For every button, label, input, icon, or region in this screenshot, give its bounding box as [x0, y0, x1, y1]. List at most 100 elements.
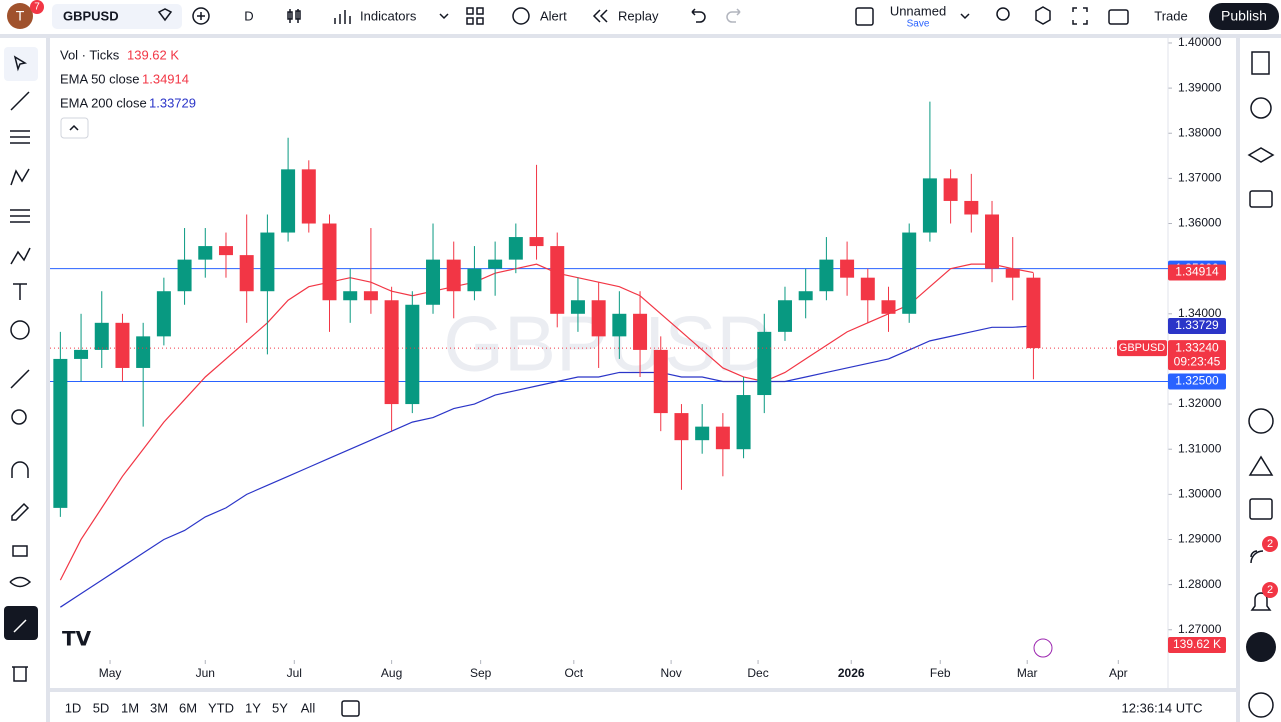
dropdown[interactable] — [439, 13, 449, 20]
replay-button[interactable]: Replay — [618, 8, 659, 23]
x-tick-label: Apr — [1109, 666, 1128, 680]
brush-tool[interactable] — [10, 247, 31, 265]
fullscreen-button[interactable] — [1072, 7, 1088, 25]
y-tick-label: 1.37000 — [1178, 171, 1222, 185]
alerts-button[interactable] — [1250, 97, 1272, 119]
collapse-legend[interactable] — [60, 117, 89, 139]
avatar[interactable] — [7, 3, 33, 29]
zoom-tool[interactable] — [11, 409, 27, 425]
range-button[interactable]: 3M — [150, 700, 168, 715]
right-sidebar — [1240, 38, 1281, 722]
y-tick-label: 1.29000 — [1178, 532, 1222, 546]
range-button[interactable]: 6M — [179, 700, 197, 715]
goto-date-button[interactable] — [341, 700, 360, 717]
alert-button[interactable]: Alert — [540, 8, 567, 23]
layers-button[interactable] — [1247, 147, 1275, 163]
volume-tag — [1168, 637, 1226, 653]
publish-button[interactable] — [1209, 3, 1279, 30]
trash-tool[interactable] — [12, 666, 28, 682]
watchlist-button[interactable] — [1251, 51, 1270, 75]
candle-body — [860, 277, 875, 301]
range-button[interactable]: 1M — [121, 700, 139, 715]
forecast-tool[interactable] — [10, 209, 30, 223]
chart: 1.27000 1.28000 1.29000 1.30000 1.31000 1.320… — [50, 35, 1226, 688]
range-button[interactable]: 5Y — [272, 700, 288, 715]
redo-button[interactable] — [726, 8, 741, 23]
symbol: GBPUSD — [63, 8, 119, 23]
trade-button[interactable]: Trade — [1154, 8, 1187, 23]
candle-body — [777, 300, 792, 332]
layouts-button[interactable] — [466, 7, 484, 25]
save-link[interactable]: Save — [907, 19, 930, 30]
apps-button[interactable] — [1246, 632, 1276, 662]
settings-button[interactable] — [1035, 6, 1051, 25]
candle-body — [198, 246, 213, 260]
candle-body — [136, 336, 151, 368]
events-marker[interactable] — [1033, 638, 1053, 658]
news-button[interactable] — [1250, 550, 1264, 564]
layout-checkbox[interactable] — [855, 7, 874, 26]
range-button[interactable]: 5D — [93, 700, 110, 715]
stay-drawing-tool[interactable] — [11, 502, 30, 521]
calendar-button[interactable] — [1249, 498, 1273, 520]
candle-body — [281, 169, 296, 233]
range-button[interactable]: All — [301, 700, 316, 715]
undo-button[interactable] — [691, 8, 706, 23]
ema-legend: EMA 50 close — [60, 71, 140, 86]
icon-tool[interactable] — [10, 320, 30, 340]
fib-tool[interactable] — [10, 130, 30, 144]
y-tick-label: 1.31000 — [1178, 441, 1222, 455]
candle-body — [943, 178, 958, 201]
candle-body — [695, 426, 710, 441]
candle-body — [260, 232, 275, 292]
magnet-tool[interactable] — [11, 461, 29, 478]
interval[interactable]: D — [244, 8, 253, 23]
x-tick-label: Jul — [287, 666, 302, 680]
x-tick-label: Mar — [1017, 666, 1038, 680]
ema-line — [60, 325, 1034, 608]
ema-tag-label: 1.33729 — [1175, 318, 1219, 332]
pattern-tool[interactable] — [10, 168, 30, 186]
symbol-search[interactable] — [52, 4, 182, 29]
candle-body — [715, 426, 730, 450]
chart-pane — [50, 38, 1236, 688]
ema-tag — [1168, 264, 1226, 281]
candle-body — [591, 300, 606, 337]
publish-label: Publish — [1221, 8, 1267, 24]
candle-body — [985, 214, 1000, 269]
signals-button[interactable] — [1248, 408, 1274, 434]
layout-dropdown[interactable] — [960, 13, 970, 20]
sidebar-icons — [1246, 51, 1276, 718]
ideas-button[interactable] — [1248, 455, 1274, 476]
hline-tag-label: 1.32500 — [1175, 374, 1219, 388]
ema-tag-label: 1.34914 — [1175, 265, 1219, 279]
volume-tag-label: 139.62 K — [1173, 637, 1221, 651]
text-tool[interactable] — [13, 283, 27, 300]
range-button[interactable]: 1D — [65, 700, 82, 715]
link-tool[interactable] — [4, 606, 38, 640]
alert-icon — [512, 7, 530, 25]
y-tick-label: 1.34000 — [1178, 306, 1222, 320]
candle-body — [570, 300, 585, 314]
object-tree-button[interactable] — [996, 7, 1010, 21]
avatar-letter: T — [16, 8, 25, 24]
notification-badge — [1262, 582, 1278, 598]
compare-button[interactable] — [192, 7, 210, 25]
hide-tool[interactable] — [9, 576, 32, 588]
screenshot-button[interactable] — [1108, 9, 1129, 25]
candle-body — [508, 237, 523, 260]
candle-body — [612, 313, 627, 337]
indicators-button[interactable]: Indicators — [360, 8, 417, 23]
layout-name[interactable]: Unnamed — [890, 3, 946, 18]
symbol-tag-label: GBPUSD — [1119, 342, 1166, 354]
lock-tool[interactable] — [12, 545, 28, 557]
chat-button[interactable] — [1249, 190, 1273, 208]
help-button[interactable] — [1248, 692, 1274, 718]
notifications-button[interactable] — [1250, 592, 1272, 611]
trendline-tool[interactable] — [10, 91, 30, 111]
range-button[interactable]: 1Y — [245, 700, 261, 715]
measure-tool[interactable] — [10, 369, 30, 389]
chart-type-button[interactable] — [287, 9, 301, 23]
candle-body — [446, 259, 461, 292]
range-button[interactable]: YTD — [208, 700, 234, 715]
